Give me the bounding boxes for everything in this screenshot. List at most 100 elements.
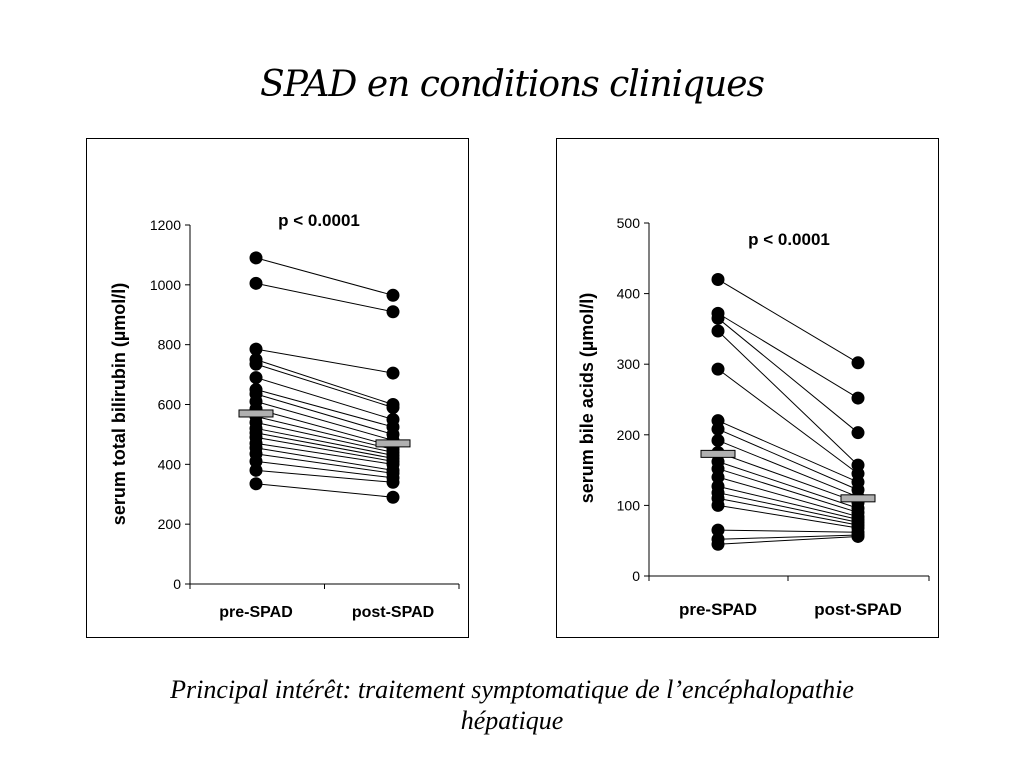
pre-spad-point [711,324,725,338]
pre-spad-point [711,537,725,551]
pair-connector [255,348,394,374]
y-tick-label: 1200 [150,217,181,233]
post-spad-point [386,305,400,319]
caption-line-1: Principal intérêt: traitement symptomati… [170,675,854,704]
post-spad-point [851,529,865,543]
pair-connector [255,363,394,408]
pair-connector [255,460,394,479]
pair-connector [717,368,859,475]
pair-connector [255,359,394,405]
post-spad-point [851,391,865,405]
pair-connector [255,389,394,428]
y-tick-label: 800 [158,337,182,353]
y-tick-label: 1000 [150,277,181,293]
post-spad-point [386,366,400,380]
pair-connector [255,469,394,483]
pair-connector [255,447,394,471]
pair-connector [255,453,394,474]
pair-connector [255,257,394,296]
pair-connector [717,529,859,533]
pre-spad-point [249,342,263,356]
bilirubin-chart-panel: 0 200 400 600 800 1000 1200 pre-SPAD post-SPAD se… [86,138,469,638]
pre-spad-point [711,272,725,286]
p-value-annotation: p < 0.0001 [748,230,830,249]
p-value-annotation: p < 0.0001 [278,211,360,230]
pair-connector [717,534,859,540]
mean-bar [238,409,274,418]
y-axis-title: serum bile acids (µmol/l) [577,293,597,503]
pair-connector [255,408,394,447]
pair-connector [717,330,859,466]
y-tick-label: 300 [617,356,641,372]
pair-connector [717,476,859,518]
pair-connector [255,415,394,450]
post-spad-point [851,356,865,370]
pre-spad-point [711,523,725,537]
pre-spad-point [249,276,263,290]
x-category-label: post-SPAD [352,604,434,621]
pre-spad-point [249,454,263,468]
pair-connector [717,492,859,523]
pair-connector [717,485,859,521]
pair-connector [717,535,859,545]
post-spad-point [851,426,865,440]
pre-spad-point [249,463,263,477]
mean-bar [375,439,411,448]
bile-acids-chart: 0 100 200 300 400 500 pre-SPAD post-SPAD serum b… [577,215,930,619]
pair-connector [255,483,394,498]
pair-connector [255,432,394,459]
slide-caption: Principal intérêt: traitement symptomati… [40,674,984,736]
slide-title: SPAD en conditions cliniques [259,64,765,105]
pair-connector [717,420,859,483]
pair-connector [255,393,394,435]
pair-connector [717,497,859,526]
pair-connector [255,442,394,465]
pre-spad-point [711,362,725,376]
mean-bar [700,449,736,458]
pre-spad-point [249,357,263,371]
pre-spad-point [711,422,725,436]
pair-connector [255,427,394,456]
pair-connector [717,461,859,509]
y-axis-title: serum total bilirubin (µmol/l) [109,283,129,525]
pair-connector [717,428,859,491]
post-spad-point [386,288,400,302]
pair-connector [717,279,859,364]
pair-connector [717,468,859,513]
x-category-label: pre-SPAD [219,604,293,621]
pre-spad-point [249,371,263,385]
pair-connector [717,504,859,529]
bile-acids-chart-panel: 0 100 200 300 400 500 pre-SPAD post-SPAD serum b… [556,138,939,638]
pre-spad-point [249,477,263,491]
y-tick-label: 500 [617,215,641,231]
pair-connector [255,436,394,462]
y-tick-label: 400 [158,456,182,472]
y-tick-label: 100 [617,497,641,513]
post-spad-point [386,475,400,489]
pre-spad-point [711,470,725,484]
y-tick-label: 600 [158,397,182,413]
y-tick-label: 400 [617,286,641,302]
mean-bar [840,494,876,503]
pre-spad-point [711,498,725,512]
y-tick-label: 200 [158,516,182,532]
pair-connector [255,421,394,453]
y-tick-label: 0 [632,568,640,584]
pre-spad-point [249,251,263,265]
pair-connector [717,439,859,498]
pair-connector [717,451,859,504]
pair-connector [255,401,394,441]
y-tick-label: 0 [173,576,181,592]
post-spad-point [386,490,400,504]
post-spad-point [386,400,400,414]
x-category-label: pre-SPAD [679,600,757,619]
caption-line-2: hépatique [460,706,564,735]
pair-connector [717,317,859,434]
pre-spad-point [711,311,725,325]
pair-connector [255,282,394,313]
pair-connector [717,312,859,399]
x-category-label: post-SPAD [814,600,902,619]
pair-connector [255,377,394,420]
pre-spad-point [711,433,725,447]
y-tick-label: 200 [617,427,641,443]
